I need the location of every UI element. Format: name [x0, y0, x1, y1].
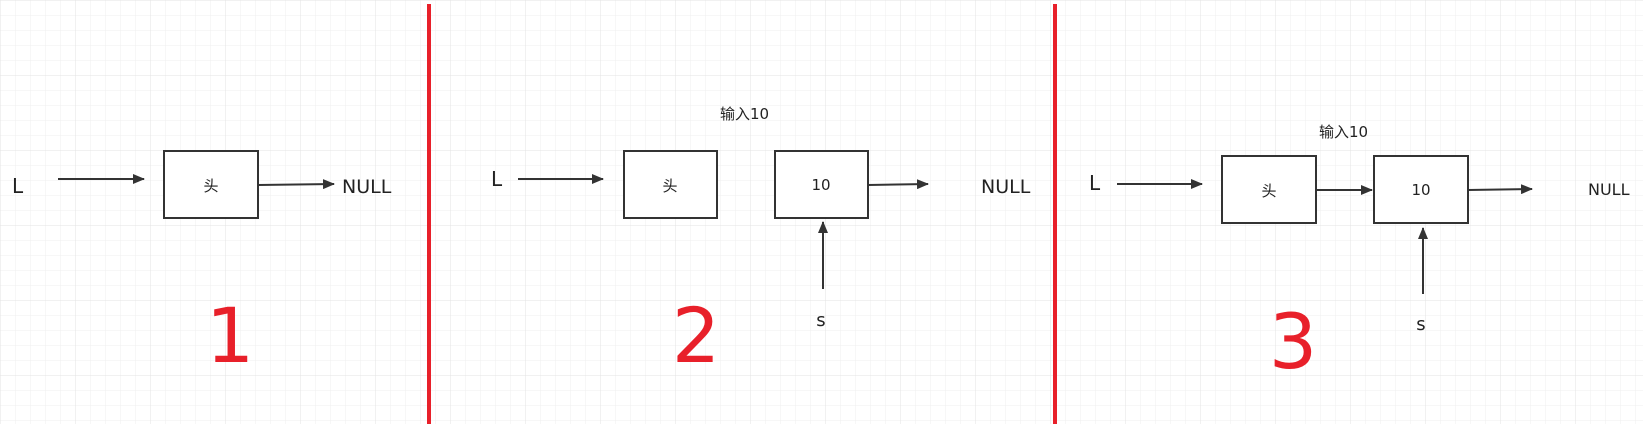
- new-node-label: 10: [1411, 181, 1430, 199]
- panel-2: 输入10 L 头 10 NULL s 2: [491, 105, 1031, 380]
- head-node-label: 头: [1261, 182, 1276, 200]
- new-node-label: 10: [811, 176, 830, 194]
- head-node-label: 头: [662, 177, 677, 195]
- null-label: NULL: [342, 176, 392, 198]
- panel-1: L 头 NULL 1: [12, 150, 392, 380]
- s-pointer-label: s: [1416, 314, 1425, 335]
- head-pointer-label: L: [12, 174, 24, 198]
- null-label: NULL: [1588, 180, 1630, 199]
- head-next-arrow: [257, 179, 335, 190]
- panel-3: 输入10 L 头 10 NULL s 3: [1089, 123, 1630, 386]
- new-node-next-arrow: [1467, 184, 1533, 195]
- head-pointer-label: L: [491, 167, 503, 191]
- input-label: 输入10: [720, 105, 769, 123]
- input-label: 输入10: [1319, 123, 1368, 141]
- step-number: 3: [1269, 297, 1317, 386]
- new-node: [774, 150, 869, 219]
- s-pointer-label: s: [816, 310, 825, 331]
- new-node-next-arrow: [867, 179, 929, 190]
- step-number: 1: [206, 291, 254, 380]
- head-node: [623, 150, 718, 219]
- head-pointer-label: L: [1089, 171, 1101, 195]
- head-node-label: 头: [203, 177, 218, 195]
- step-number: 2: [672, 291, 720, 380]
- null-label: NULL: [981, 176, 1031, 198]
